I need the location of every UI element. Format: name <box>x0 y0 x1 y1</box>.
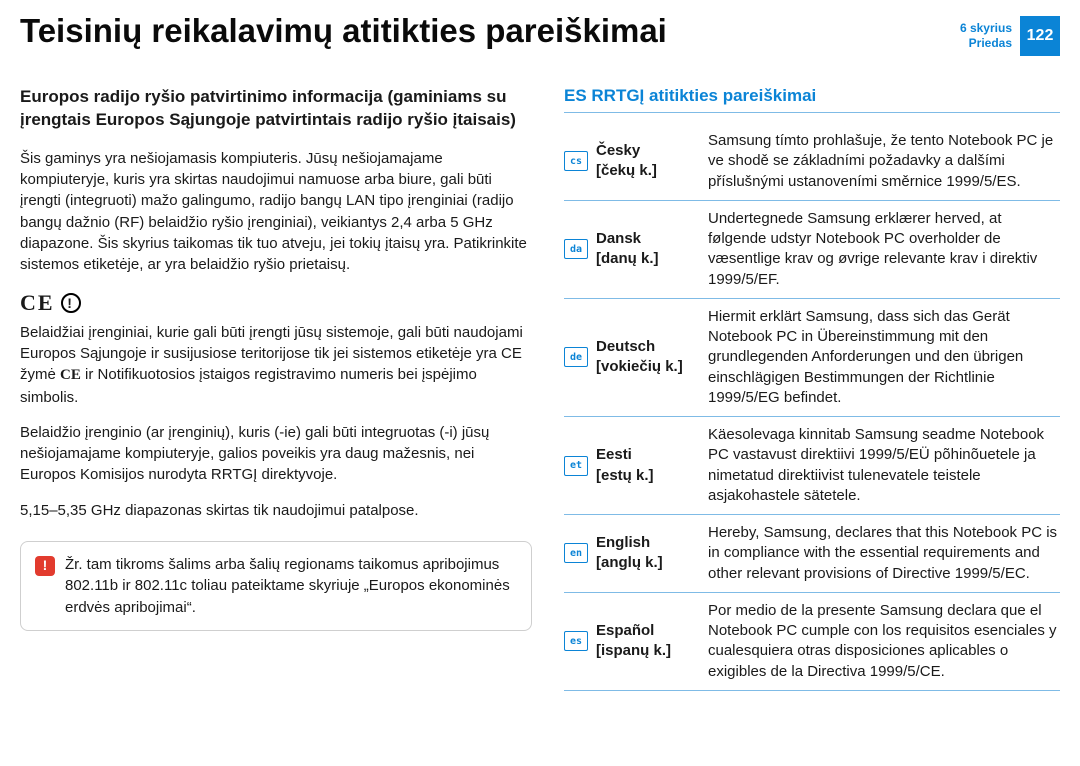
page-number-badge: 122 <box>1020 16 1060 56</box>
note-box: ! Žr. tam tikroms šalims arba šalių regi… <box>20 541 532 631</box>
table-row: et Eesti [estų k.]Käesolevaga kinnitab Sa… <box>564 417 1060 515</box>
language-code-icon: et <box>564 456 588 476</box>
left-paragraph-3: Belaidžio įrenginio (ar įrenginių), kuri… <box>20 422 532 486</box>
table-row: de Deutsch [vokiečių k.]Hiermit erklärt S… <box>564 299 1060 417</box>
declaration-text: Hiermit erklärt Samsung, dass sich das G… <box>708 307 1060 408</box>
language-label: Česky [čekų k.] <box>596 141 700 182</box>
declaration-text: Undertegnede Samsung erklærer herved, at… <box>708 209 1060 290</box>
language-code-icon: en <box>564 543 588 563</box>
declaration-text: Por medio de la presente Samsung declara… <box>708 601 1060 682</box>
language-code-icon: da <box>564 239 588 259</box>
declaration-text: Hereby, Samsung, declares that this Note… <box>708 523 1060 584</box>
right-title: ES RRTGĮ atitikties pareiškimai <box>564 86 1060 113</box>
table-row: da Dansk [danų k.]Undertegnede Samsung er… <box>564 201 1060 299</box>
content-area: Europos radijo ryšio patvirtinimo inform… <box>0 60 1080 691</box>
page-title: Teisinių reikalavimų atitikties pareiški… <box>20 12 960 50</box>
language-code-icon: es <box>564 631 588 651</box>
language-label: Eesti [estų k.] <box>596 445 700 486</box>
left-column: Europos radijo ryšio patvirtinimo inform… <box>20 70 532 691</box>
table-row: es Español [ispanų k.]Por medio de la pre… <box>564 593 1060 691</box>
language-label: Deutsch [vokiečių k.] <box>596 337 700 378</box>
language-code-icon: de <box>564 347 588 367</box>
appendix-label: Priedas <box>960 36 1012 51</box>
language-code-icon: cs <box>564 151 588 171</box>
declaration-text: Samsung tímto prohlašuje, že tento Noteb… <box>708 131 1060 192</box>
ce-inline-icon: CE <box>60 367 81 383</box>
language-label: Español [ispanų k.] <box>596 621 700 662</box>
left-paragraph-4: 5,15–5,35 GHz diapazonas skirtas tik nau… <box>20 500 532 521</box>
declaration-table: cs Česky [čekų k.]Samsung tímto prohlašuj… <box>564 123 1060 691</box>
alert-icon: ! <box>35 556 55 576</box>
page-header: Teisinių reikalavimų atitikties pareiški… <box>0 0 1080 60</box>
language-label: English [anglų k.] <box>596 533 700 574</box>
ce-mark-icon: CE <box>20 290 55 316</box>
note-text: Žr. tam tikroms šalims arba šalių region… <box>65 554 517 618</box>
alert-circle-icon: ! <box>61 293 81 313</box>
left-heading: Europos radijo ryšio patvirtinimo inform… <box>20 86 532 132</box>
chapter-number: 6 skyrius <box>960 21 1012 36</box>
language-label: Dansk [danų k.] <box>596 229 700 270</box>
table-row: en English [anglų k.]Hereby, Samsung, dec… <box>564 515 1060 593</box>
header-meta: 6 skyrius Priedas 122 <box>960 16 1060 56</box>
table-row: cs Česky [čekų k.]Samsung tímto prohlašuj… <box>564 123 1060 201</box>
left-paragraph-2: Belaidžiai įrenginiai, kurie gali būti į… <box>20 322 532 408</box>
ce-mark-row: CE ! <box>20 290 532 316</box>
p2-part-b: ir Notifikuotosios įstaigos registravimo… <box>20 366 477 405</box>
right-column: ES RRTGĮ atitikties pareiškimai cs Česky … <box>564 70 1060 691</box>
chapter-meta: 6 skyrius Priedas <box>960 21 1012 51</box>
left-paragraph-1: Šis gaminys yra nešiojamasis kompiuteris… <box>20 148 532 276</box>
declaration-text: Käesolevaga kinnitab Samsung seadme Note… <box>708 425 1060 506</box>
